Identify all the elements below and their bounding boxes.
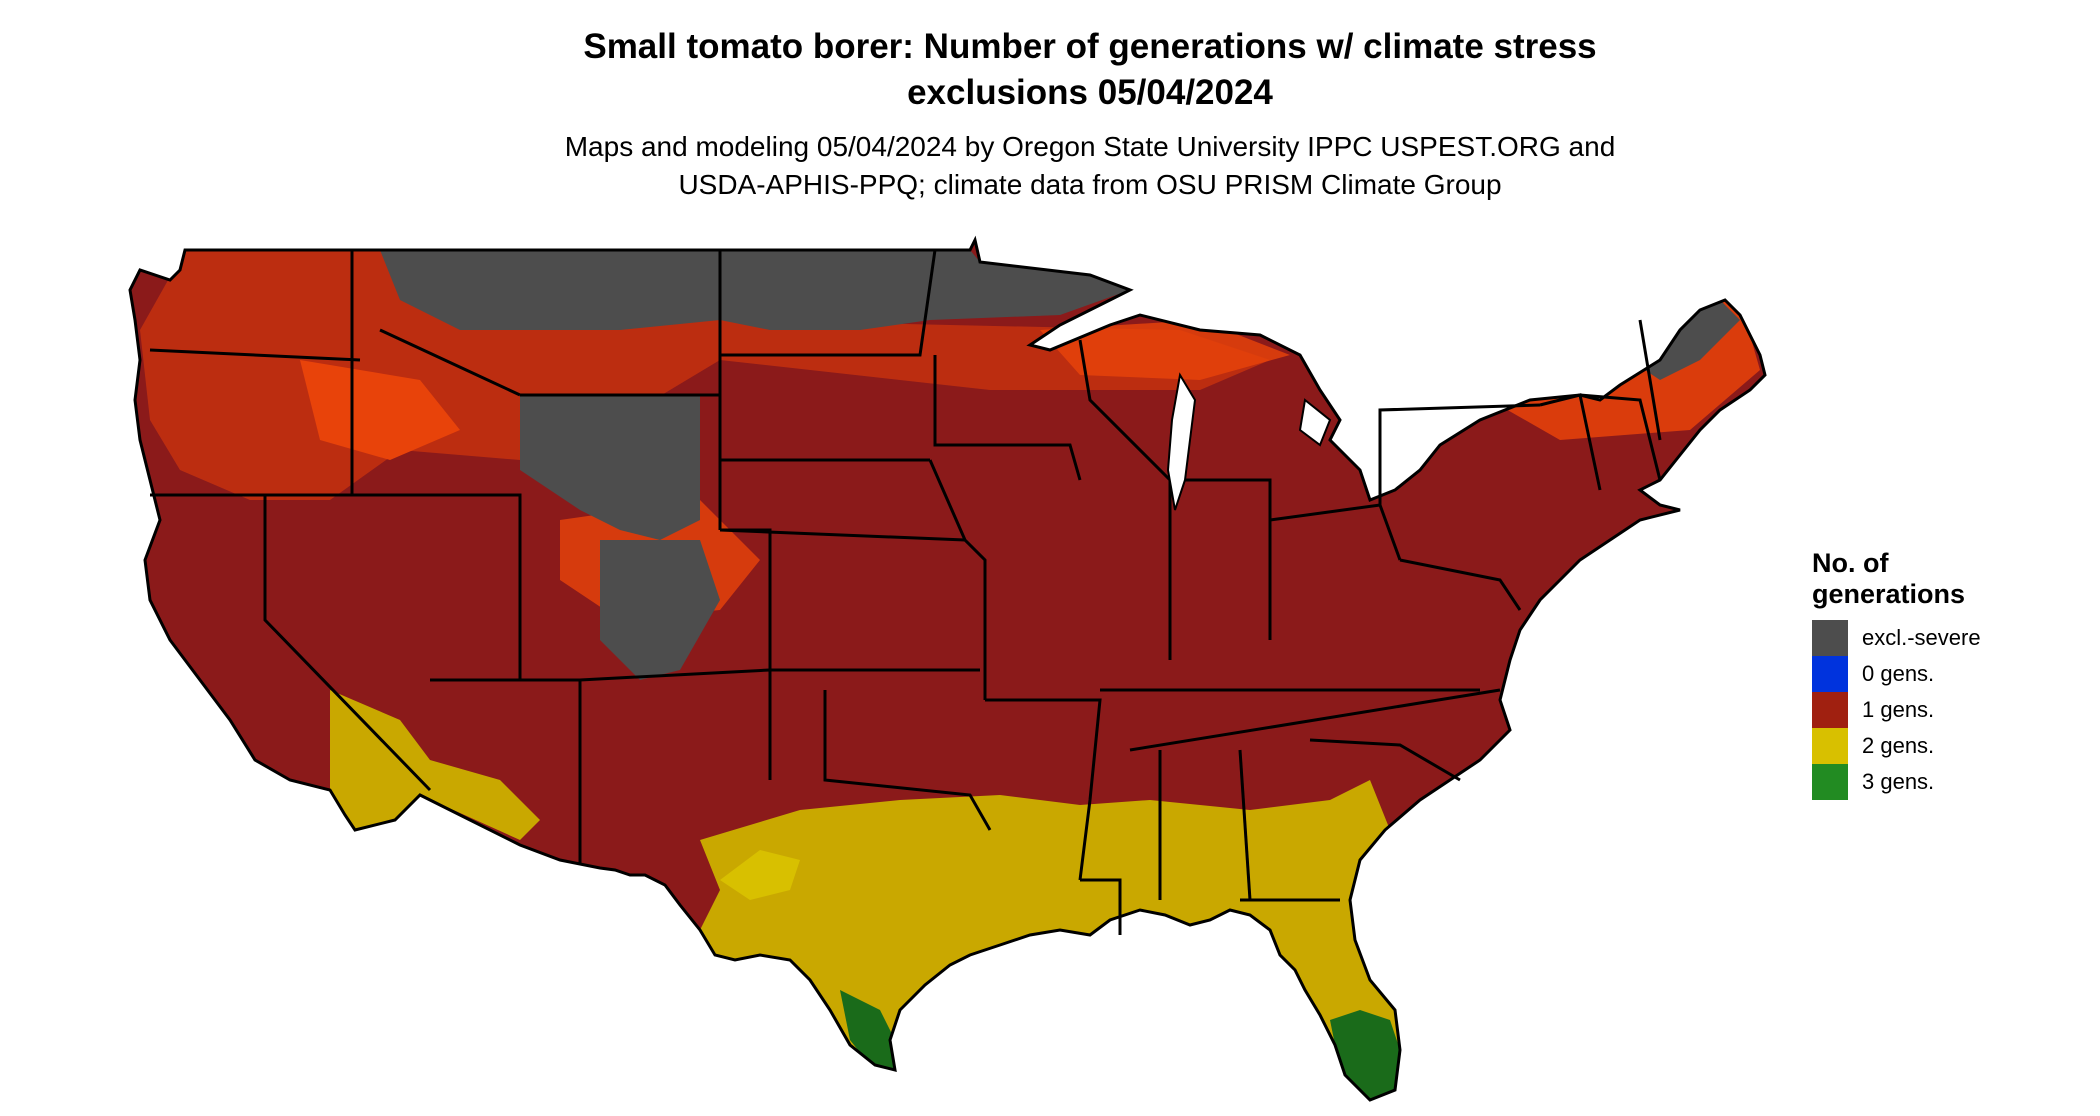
border-nc-sc	[1309, 738, 1461, 782]
legend-label-1-gens: 1 gens.	[1862, 697, 1935, 722]
legend-item-excl-severe: excl.-severe	[1812, 620, 1981, 656]
map-subtitle-line-1: Maps and modeling 05/04/2024 by Oregon S…	[564, 131, 1616, 162]
legend-item-2-gens: 2 gens.	[1812, 728, 1981, 764]
legend-swatch-3-gens	[1812, 764, 1848, 800]
zone-1-gen-high-oregon	[300, 360, 460, 460]
map-title-line-1: Small tomato borer: Number of generation…	[583, 27, 1597, 66]
border-pa-oh	[1378, 403, 1541, 505]
legend-label-2-gens: 2 gens.	[1862, 733, 1935, 758]
legend-item-3-gens: 3 gens.	[1812, 764, 1981, 800]
zone-2-gen-texas-bright	[720, 850, 800, 900]
border-wa-or	[149, 348, 361, 362]
border-al-ga	[1238, 749, 1252, 901]
legend-title: No. of generations	[1812, 548, 1981, 610]
zone-2-gen-south	[700, 780, 1400, 1100]
legend-swatch-1-gens	[1812, 692, 1848, 728]
legend-title-line-2: generations	[1812, 579, 1966, 609]
legend-label-0-gens: 0 gens.	[1862, 661, 1935, 686]
legend-item-0-gens: 0 gens.	[1812, 656, 1981, 692]
map-title: Small tomato borer: Number of generation…	[0, 24, 2100, 116]
border-new-england	[1579, 393, 1662, 481]
border-ne-ks	[719, 528, 966, 542]
legend: No. of generations excl.-severe 0 gens. …	[1812, 548, 1981, 800]
border-ia-mo	[928, 459, 987, 700]
us-outline	[128, 235, 1767, 1102]
zone-1-gen-high-michigan	[1040, 320, 1290, 380]
border-mt-id	[379, 328, 521, 397]
lake-michigan	[1166, 372, 1197, 511]
border-wi-il	[1078, 339, 1172, 660]
border-ca-nv	[263, 495, 432, 792]
border-ok-tx	[823, 690, 992, 831]
zone-excl-north	[380, 250, 1130, 330]
legend-label-excl-severe: excl.-severe	[1862, 625, 1981, 650]
legend-swatch-2-gens	[1812, 728, 1848, 764]
legend-swatch-excl-severe	[1812, 620, 1848, 656]
zone-3-gen-florida	[1330, 1010, 1400, 1100]
great-lakes	[1166, 372, 1332, 511]
border-mn-ia	[933, 355, 1082, 481]
map-subtitle: Maps and modeling 05/04/2024 by Oregon S…	[0, 128, 2100, 204]
border-in	[1170, 478, 1272, 640]
map-title-line-2: exclusions 05/04/2024	[907, 73, 1273, 112]
legend-label-3-gens: 3 gens.	[1862, 769, 1935, 794]
state-borders	[128, 235, 1767, 1102]
legend-title-line-1: No. of	[1812, 548, 1889, 578]
border-nv-ut	[352, 493, 522, 680]
border-ar	[985, 698, 1102, 881]
border-nh-vt	[1638, 319, 1662, 441]
zone-2-gen-west	[330, 690, 540, 840]
map-subtitle-line-2: USDA-APHIS-PPQ; climate data from OSU PR…	[678, 169, 1502, 200]
legend-item-1-gens: 1 gens.	[1812, 692, 1981, 728]
border-nd-sd-mn	[720, 249, 937, 357]
zone-excl-wyoming	[520, 395, 700, 540]
border-la	[1080, 878, 1122, 935]
lake-huron-bay	[1298, 398, 1332, 447]
legend-swatch-0-gens	[1812, 656, 1848, 692]
zone-3-gen-texas	[840, 990, 900, 1070]
border-va-wv	[1399, 558, 1522, 611]
border-tn-south	[1129, 688, 1501, 752]
zone-excl-colorado	[600, 540, 720, 680]
